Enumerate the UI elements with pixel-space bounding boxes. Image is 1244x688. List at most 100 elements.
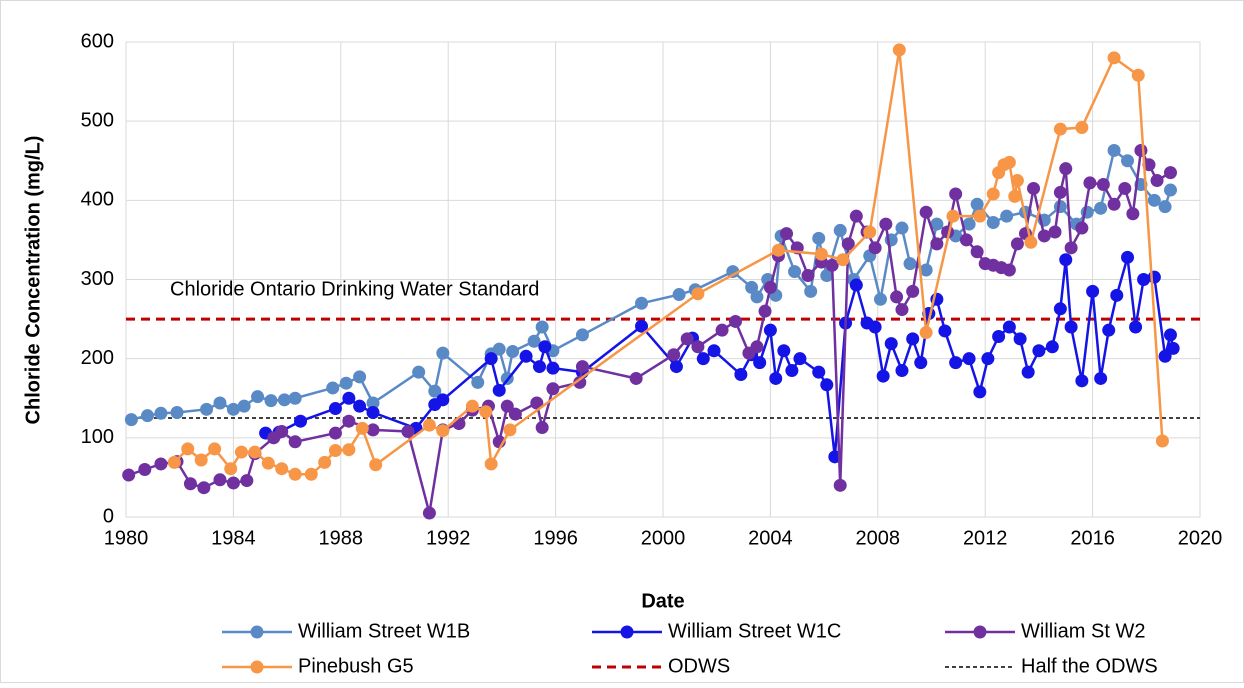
legend-label: William St W2 bbox=[1021, 620, 1145, 642]
data-point bbox=[820, 269, 834, 283]
data-point bbox=[167, 455, 181, 469]
data-point bbox=[890, 290, 904, 304]
data-point bbox=[1163, 166, 1177, 180]
data-point bbox=[275, 425, 289, 438]
data-point bbox=[170, 406, 184, 419]
data-point bbox=[1064, 241, 1078, 255]
data-point bbox=[1147, 270, 1161, 284]
data-point bbox=[492, 383, 506, 397]
data-point bbox=[986, 187, 1000, 201]
data-point bbox=[973, 385, 987, 399]
data-point bbox=[237, 399, 251, 413]
data-point bbox=[251, 390, 265, 404]
data-point bbox=[183, 477, 197, 491]
data-point bbox=[1032, 344, 1046, 358]
data-point bbox=[876, 369, 890, 383]
data-point bbox=[500, 399, 514, 413]
data-point bbox=[428, 384, 442, 398]
data-point bbox=[914, 356, 928, 370]
data-point bbox=[1129, 320, 1143, 334]
data-point bbox=[1053, 185, 1067, 199]
data-point bbox=[1166, 341, 1180, 355]
data-point bbox=[1094, 201, 1108, 215]
data-point bbox=[318, 455, 332, 469]
data-point bbox=[793, 352, 807, 366]
x-tick-label: 2004 bbox=[748, 527, 793, 549]
data-point bbox=[919, 263, 933, 277]
data-point bbox=[849, 278, 863, 292]
data-point bbox=[1075, 221, 1089, 235]
data-point bbox=[288, 391, 302, 405]
data-point bbox=[1155, 434, 1169, 448]
plot-border bbox=[125, 41, 1201, 518]
x-tick-label: 1980 bbox=[104, 527, 149, 549]
data-point bbox=[930, 217, 944, 231]
data-point bbox=[573, 375, 587, 389]
data-point bbox=[1008, 189, 1022, 203]
data-point bbox=[707, 344, 721, 358]
legend-marker bbox=[973, 625, 987, 639]
data-point bbox=[366, 396, 380, 410]
data-point bbox=[328, 426, 342, 440]
data-point bbox=[680, 332, 694, 346]
data-point bbox=[122, 468, 136, 482]
legend-label: William Street W1C bbox=[668, 620, 841, 642]
data-point bbox=[422, 418, 436, 432]
data-point bbox=[780, 227, 794, 241]
data-point bbox=[226, 476, 240, 490]
data-point bbox=[992, 330, 1006, 343]
data-point bbox=[1158, 349, 1172, 363]
data-point bbox=[226, 402, 240, 416]
data-point bbox=[1150, 174, 1164, 188]
data-point bbox=[949, 187, 963, 201]
data-point bbox=[801, 269, 815, 283]
data-point bbox=[277, 393, 291, 407]
data-point bbox=[154, 406, 168, 420]
data-point bbox=[288, 435, 302, 449]
data-point bbox=[527, 334, 541, 348]
legend-marker bbox=[250, 625, 264, 639]
data-point bbox=[519, 349, 533, 363]
data-point bbox=[849, 209, 863, 223]
y-tick-label: 400 bbox=[81, 189, 114, 211]
data-point bbox=[342, 414, 356, 428]
data-point bbox=[328, 402, 342, 416]
data-point bbox=[154, 457, 168, 471]
data-point bbox=[530, 396, 544, 410]
data-point bbox=[213, 396, 227, 410]
data-point bbox=[124, 413, 138, 427]
data-point bbox=[535, 421, 549, 435]
data-point bbox=[1126, 207, 1140, 221]
y-tick-label: 100 bbox=[81, 426, 114, 448]
x-tick-label: 2020 bbox=[1178, 527, 1223, 549]
legend-marker bbox=[620, 625, 634, 639]
data-point bbox=[1102, 323, 1116, 337]
data-point bbox=[728, 314, 742, 328]
data-point bbox=[213, 473, 227, 487]
data-point bbox=[366, 423, 380, 437]
data-point bbox=[546, 382, 560, 396]
data-point bbox=[294, 414, 308, 428]
x-tick-label: 1988 bbox=[319, 527, 364, 549]
data-point bbox=[820, 378, 834, 392]
data-point bbox=[1075, 121, 1089, 134]
x-tick-label: 1992 bbox=[426, 527, 471, 549]
data-point bbox=[538, 340, 552, 354]
data-point bbox=[436, 424, 450, 438]
y-tick-label: 600 bbox=[81, 30, 114, 52]
data-point bbox=[892, 43, 906, 57]
data-point bbox=[895, 221, 909, 235]
data-point bbox=[1048, 225, 1062, 239]
data-point bbox=[841, 237, 855, 251]
data-point bbox=[339, 376, 353, 390]
data-point bbox=[970, 197, 984, 211]
data-point bbox=[938, 324, 952, 338]
data-point bbox=[471, 375, 485, 389]
data-point bbox=[906, 332, 920, 346]
y-tick-label: 0 bbox=[103, 505, 114, 527]
data-point bbox=[224, 462, 238, 476]
data-point bbox=[1045, 340, 1059, 354]
x-tick-label: 2012 bbox=[963, 527, 1008, 549]
data-point bbox=[1021, 365, 1035, 379]
data-point bbox=[1107, 197, 1121, 211]
